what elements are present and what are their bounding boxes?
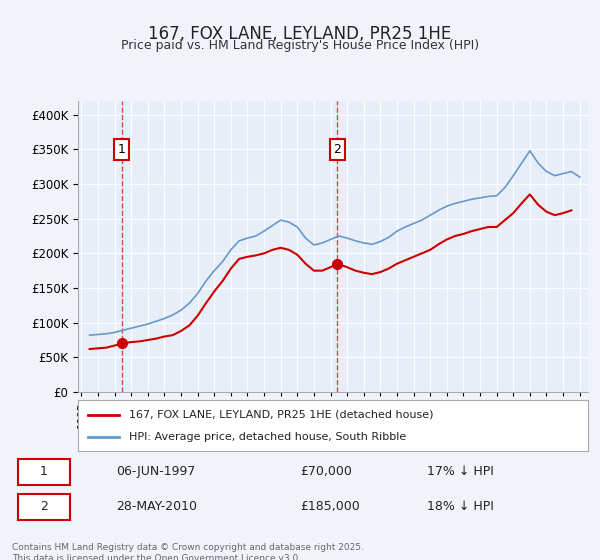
- Text: Price paid vs. HM Land Registry's House Price Index (HPI): Price paid vs. HM Land Registry's House …: [121, 39, 479, 52]
- Text: 167, FOX LANE, LEYLAND, PR25 1HE (detached house): 167, FOX LANE, LEYLAND, PR25 1HE (detach…: [129, 409, 433, 419]
- Text: 2: 2: [334, 143, 341, 156]
- Text: £70,000: £70,000: [300, 465, 352, 478]
- Text: HPI: Average price, detached house, South Ribble: HPI: Average price, detached house, Sout…: [129, 432, 406, 442]
- Text: 28-MAY-2010: 28-MAY-2010: [116, 500, 197, 514]
- Text: 167, FOX LANE, LEYLAND, PR25 1HE: 167, FOX LANE, LEYLAND, PR25 1HE: [148, 25, 452, 43]
- Text: 1: 1: [40, 465, 47, 478]
- Text: £185,000: £185,000: [300, 500, 360, 514]
- Text: 1: 1: [118, 143, 125, 156]
- Text: 06-JUN-1997: 06-JUN-1997: [116, 465, 195, 478]
- Text: 17% ↓ HPI: 17% ↓ HPI: [427, 465, 494, 478]
- Text: 18% ↓ HPI: 18% ↓ HPI: [427, 500, 494, 514]
- Text: Contains HM Land Registry data © Crown copyright and database right 2025.
This d: Contains HM Land Registry data © Crown c…: [12, 543, 364, 560]
- FancyBboxPatch shape: [18, 493, 70, 520]
- FancyBboxPatch shape: [18, 459, 70, 485]
- Text: 2: 2: [40, 500, 47, 514]
